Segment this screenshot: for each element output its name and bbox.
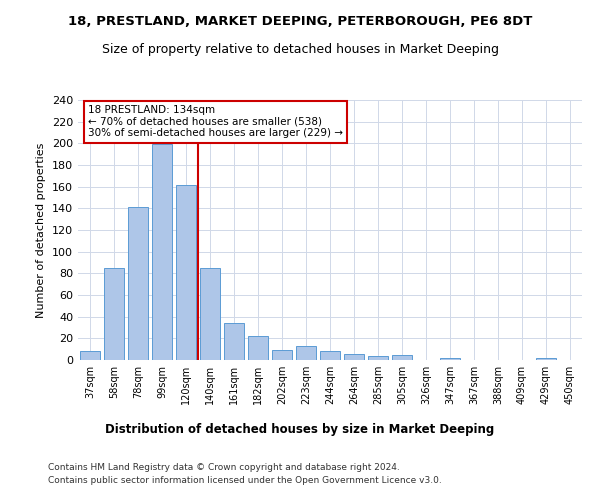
Bar xyxy=(248,336,268,360)
Text: 18, PRESTLAND, MARKET DEEPING, PETERBOROUGH, PE6 8DT: 18, PRESTLAND, MARKET DEEPING, PETERBORO… xyxy=(68,15,532,28)
Bar xyxy=(224,323,244,360)
Bar xyxy=(104,268,124,360)
Bar xyxy=(368,356,388,360)
Y-axis label: Number of detached properties: Number of detached properties xyxy=(37,142,46,318)
Text: Contains HM Land Registry data © Crown copyright and database right 2024.: Contains HM Land Registry data © Crown c… xyxy=(48,462,400,471)
Bar xyxy=(440,358,460,360)
Text: 18 PRESTLAND: 134sqm
← 70% of detached houses are smaller (538)
30% of semi-deta: 18 PRESTLAND: 134sqm ← 70% of detached h… xyxy=(88,105,343,138)
Bar xyxy=(392,354,412,360)
Bar xyxy=(272,350,292,360)
Bar xyxy=(80,352,100,360)
Text: Contains public sector information licensed under the Open Government Licence v3: Contains public sector information licen… xyxy=(48,476,442,485)
Bar xyxy=(176,184,196,360)
Bar xyxy=(128,207,148,360)
Bar xyxy=(320,352,340,360)
Bar xyxy=(536,358,556,360)
Bar xyxy=(200,268,220,360)
Bar xyxy=(296,346,316,360)
Bar xyxy=(344,354,364,360)
Text: Distribution of detached houses by size in Market Deeping: Distribution of detached houses by size … xyxy=(106,422,494,436)
Bar xyxy=(152,144,172,360)
Text: Size of property relative to detached houses in Market Deeping: Size of property relative to detached ho… xyxy=(101,42,499,56)
